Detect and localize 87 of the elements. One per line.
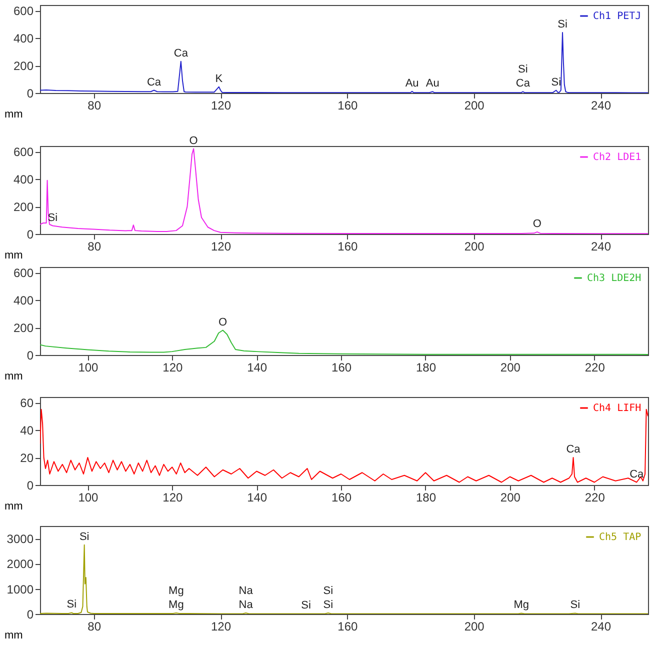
x-tick-label: 120 <box>210 620 232 634</box>
legend-label: Ch5 TAP <box>599 532 642 543</box>
annotation: Si <box>323 598 334 611</box>
x-tick-label: 160 <box>332 490 352 504</box>
y-tick-label: 3000 <box>6 532 34 546</box>
y-tick-label: 1000 <box>6 582 34 596</box>
y-tick-label: 200 <box>13 321 34 335</box>
y-tick-label: 40 <box>20 424 34 438</box>
x-axis-title: mm <box>4 250 23 262</box>
y-tick-label: 200 <box>13 200 34 214</box>
legend-label: Ch1 PETJ <box>593 11 642 22</box>
annotation: Ca <box>174 47 189 60</box>
x-tick-label: 160 <box>338 98 358 112</box>
line-series <box>40 544 648 614</box>
x-tick-label: 240 <box>590 240 612 254</box>
y-tick-label: 0 <box>26 228 34 242</box>
x-axis-title: mm <box>4 500 23 512</box>
x-tick-label: 200 <box>464 98 485 112</box>
x-tick-label: 100 <box>78 490 99 504</box>
x-tick-label: 100 <box>78 360 99 374</box>
x-tick-label: 200 <box>464 620 485 634</box>
y-tick-label: 400 <box>13 172 34 186</box>
x-tick-label: 80 <box>88 98 102 112</box>
y-tick-label: 600 <box>13 145 34 159</box>
annotation: Si <box>323 584 334 597</box>
x-tick-label: 220 <box>584 360 606 374</box>
x-tick-label: 200 <box>500 360 521 374</box>
annotation: Au <box>405 77 419 90</box>
y-tick-label: 600 <box>13 4 34 18</box>
x-tick-label: 240 <box>590 98 612 112</box>
x-axis-title: mm <box>4 108 23 120</box>
x-tick-label: 120 <box>210 240 232 254</box>
x-tick-label: 120 <box>162 490 183 504</box>
x-tick-label: 240 <box>590 620 612 634</box>
y-tick-label: 0 <box>26 86 34 100</box>
y-tick-label: 400 <box>13 294 34 308</box>
y-tick-label: 0 <box>26 608 34 622</box>
annotation: Si <box>66 598 77 611</box>
legend-label: Ch4 LIFH <box>593 403 642 414</box>
annotation: Ca <box>146 76 162 88</box>
x-tick-label: 120 <box>162 360 183 374</box>
annotation: O <box>189 134 198 147</box>
x-tick-label: 180 <box>416 490 436 504</box>
x-tick-label: 160 <box>332 360 352 374</box>
y-tick-label: 2000 <box>6 557 34 572</box>
annotation: Ca <box>630 468 645 480</box>
line-series <box>40 330 648 355</box>
annotation: Mg <box>168 584 184 597</box>
y-tick-label: 400 <box>13 32 34 46</box>
legend-label: Ch3 LDE2H <box>587 273 642 284</box>
x-axis-title: mm <box>4 370 23 382</box>
x-tick-label: 140 <box>247 360 268 374</box>
annotation: Na <box>238 598 254 611</box>
x-tick-label: 120 <box>210 98 232 112</box>
annotation: Mg <box>514 599 529 612</box>
x-tick-label: 140 <box>247 490 268 504</box>
line-series <box>40 32 648 93</box>
annotation: Si <box>558 18 568 30</box>
y-tick-label: 600 <box>13 266 34 280</box>
x-tick-label: 160 <box>338 620 358 634</box>
annotation: Si <box>551 76 562 88</box>
x-tick-label: 180 <box>416 360 436 374</box>
annotation: Si <box>79 530 90 543</box>
x-tick-label: 80 <box>88 620 102 634</box>
y-tick-label: 0 <box>26 348 34 362</box>
x-tick-label: 220 <box>584 490 606 504</box>
annotation: Si <box>518 64 528 76</box>
annotation: Ca <box>516 78 531 90</box>
x-tick-label: 160 <box>338 240 358 254</box>
x-tick-label: 200 <box>500 490 521 504</box>
annotation: Ca <box>566 444 582 456</box>
y-tick-label: 20 <box>20 451 34 465</box>
x-tick-label: 80 <box>88 240 102 254</box>
annotation: Si <box>301 600 311 612</box>
annotation: O <box>218 316 228 328</box>
annotation: Mg <box>168 598 184 611</box>
x-tick-label: 200 <box>464 240 485 254</box>
y-tick-label: 200 <box>13 59 34 73</box>
annotation: K <box>215 72 224 85</box>
annotation: Au <box>426 78 440 90</box>
y-tick-label: 60 <box>20 396 34 410</box>
x-axis-title: mm <box>4 630 23 642</box>
annotation: Na <box>238 584 254 597</box>
legend-label: Ch2 LDE1 <box>593 152 642 163</box>
annotation: Si <box>570 599 580 612</box>
annotation: O <box>532 218 542 230</box>
y-tick-label: 0 <box>26 478 34 492</box>
